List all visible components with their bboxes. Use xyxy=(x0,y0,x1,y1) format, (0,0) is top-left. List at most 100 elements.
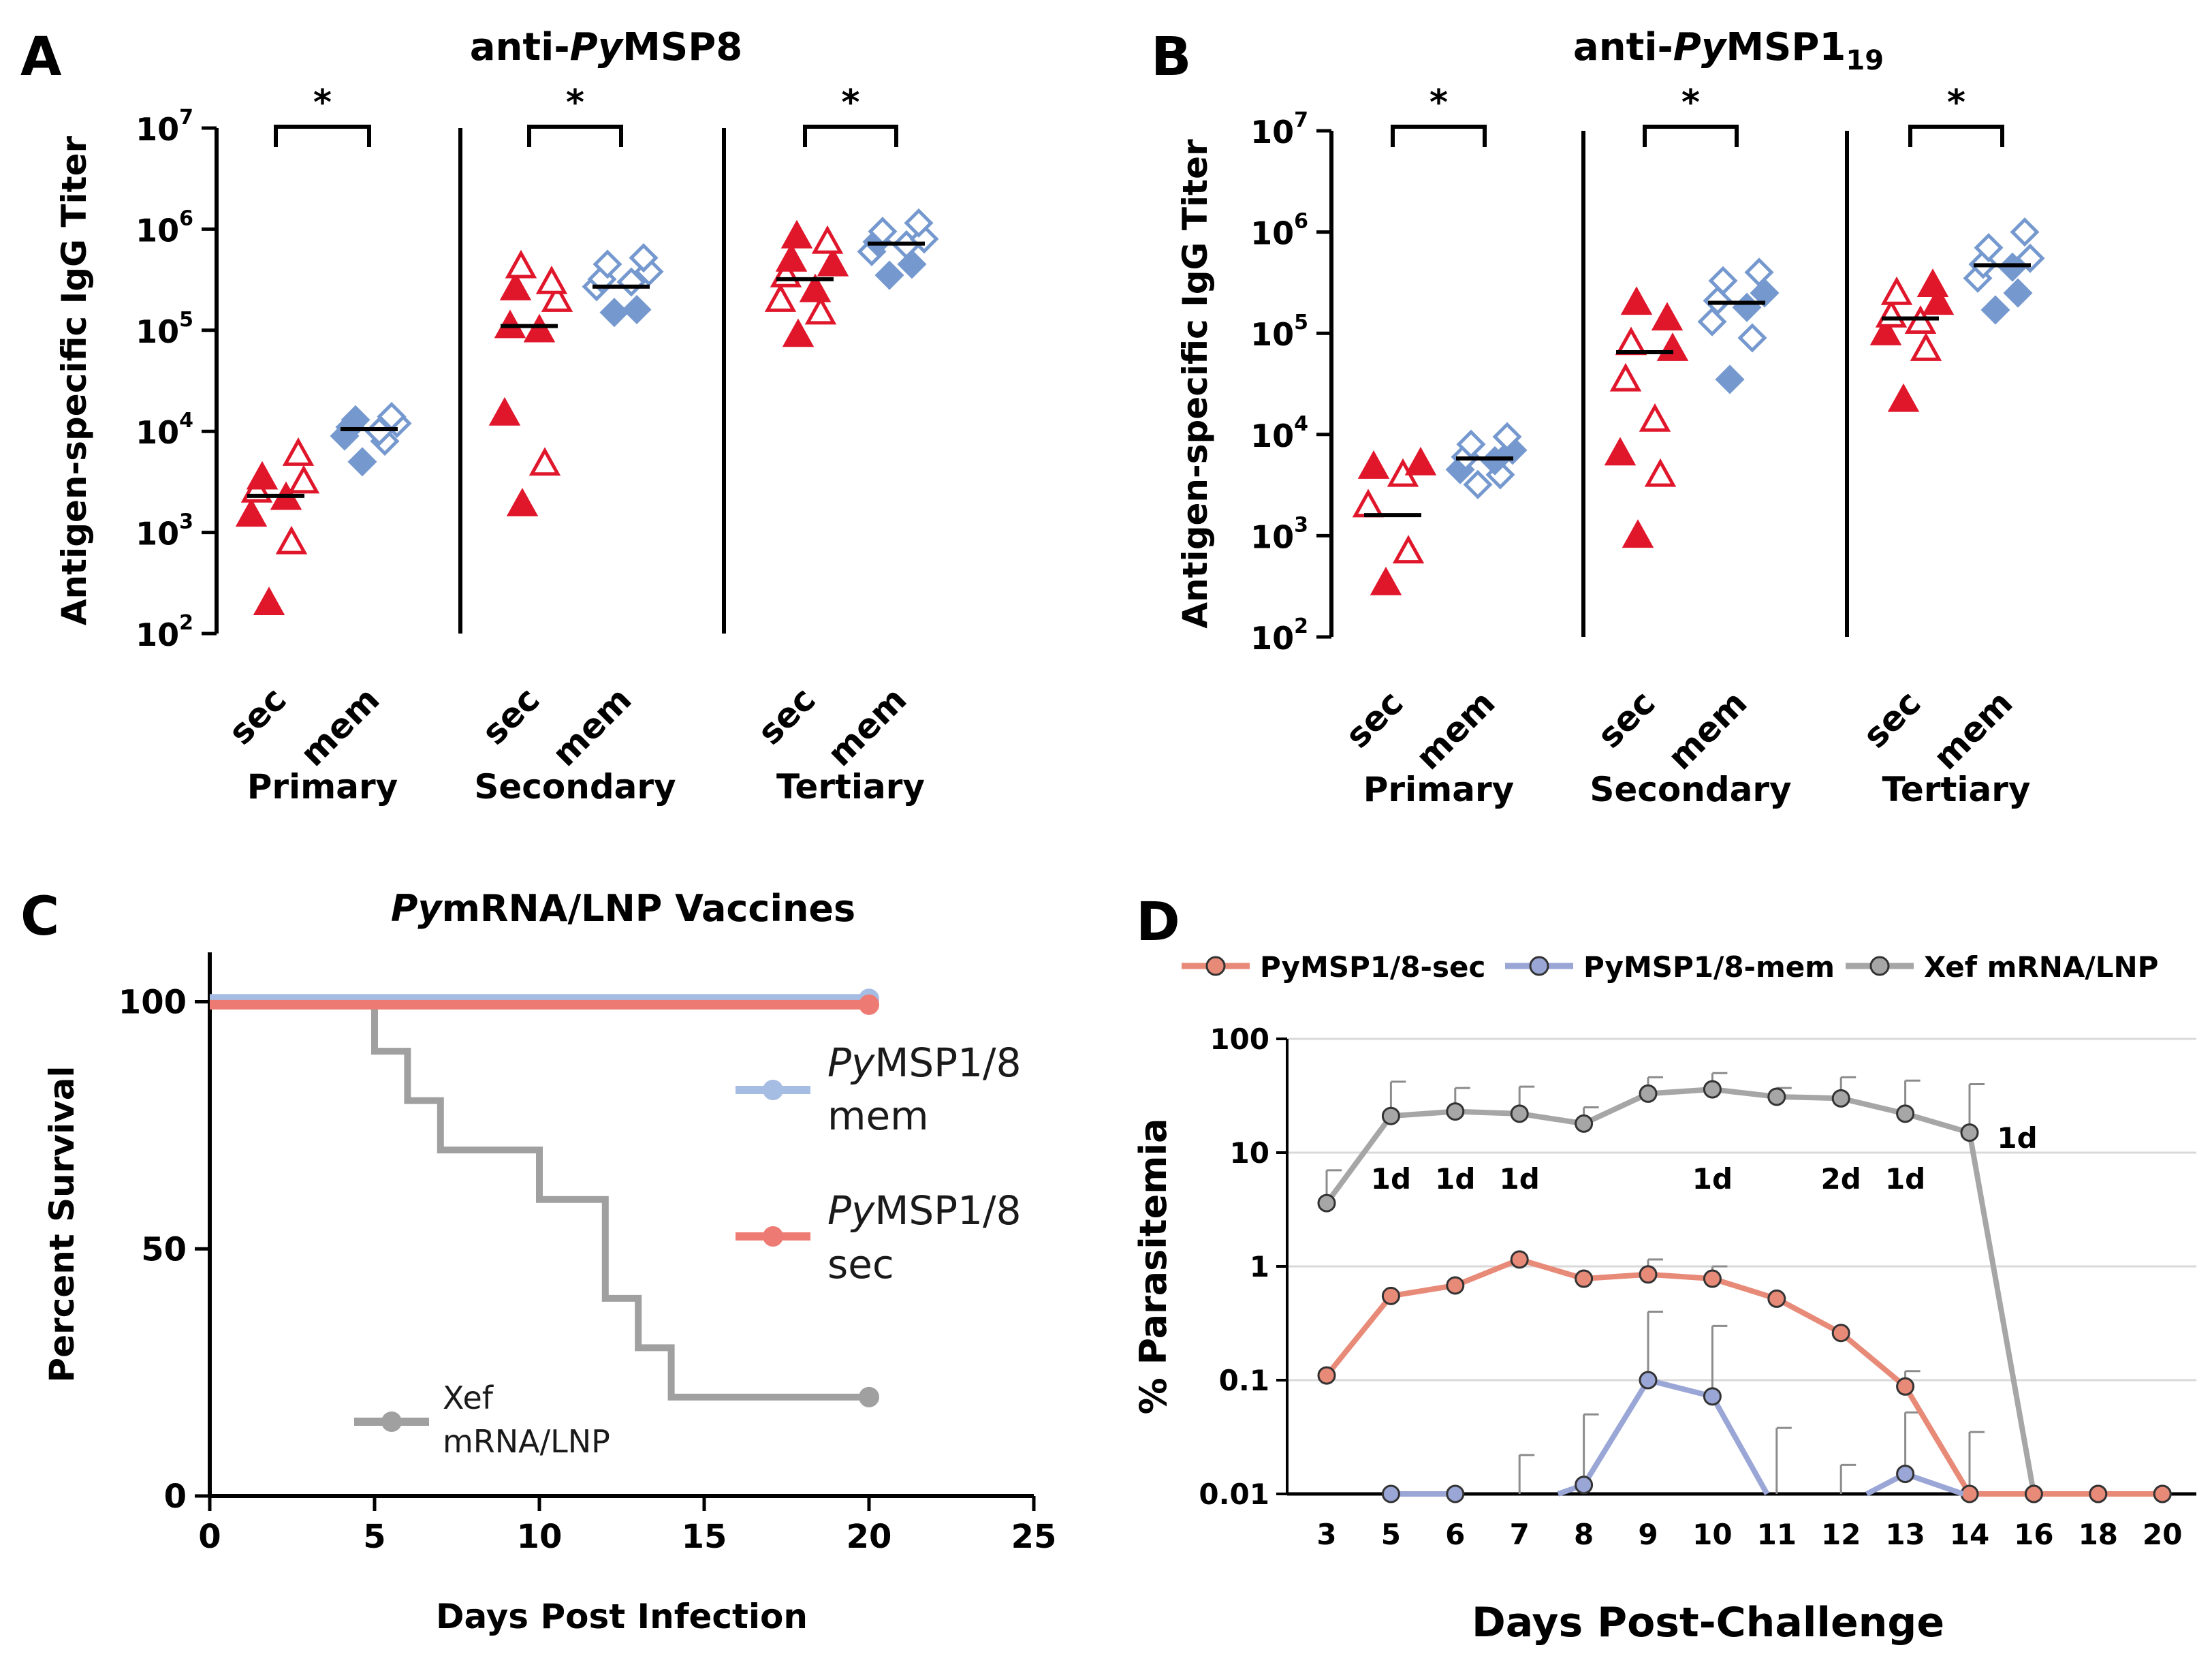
series-marker xyxy=(1831,1324,1850,1343)
x-tick-label: 6 xyxy=(1445,1518,1465,1551)
data-point-triangle xyxy=(1370,566,1402,595)
legend-label: PyMSP1/8 xyxy=(827,1040,1022,1086)
series-marker xyxy=(1446,1102,1465,1121)
tick-exponent: 7 xyxy=(179,106,193,129)
x-tick-label: 20 xyxy=(847,1518,892,1556)
y-tick-label: 0 xyxy=(164,1478,187,1516)
tick-base: 10 xyxy=(1250,518,1294,555)
tick-exponent: 4 xyxy=(1294,412,1308,436)
x-tick-label: 3 xyxy=(1316,1518,1336,1551)
series-marker xyxy=(2089,1484,2108,1503)
y-tick-label: 100 xyxy=(1210,1023,1269,1056)
series-marker xyxy=(2024,1484,2043,1503)
data-point-triangle xyxy=(1604,437,1637,466)
x-tick-label: 0 xyxy=(198,1518,221,1556)
x-tick-label: 11 xyxy=(1757,1518,1797,1551)
title-italic: Py xyxy=(570,25,625,69)
significance-bracket xyxy=(274,125,371,147)
data-point-triangle xyxy=(1620,286,1653,315)
survival-line xyxy=(210,998,869,1401)
significance-bracket xyxy=(527,125,623,147)
data-point-triangle xyxy=(764,283,797,312)
data-point-diamond xyxy=(1492,422,1522,452)
x-tick-label: 10 xyxy=(517,1518,563,1556)
y-axis-label: Antigen-specific IgG Titer xyxy=(54,136,94,626)
data-point-diamond xyxy=(904,208,934,238)
data-point-triangle xyxy=(1357,450,1390,479)
x-tick-label: 18 xyxy=(2079,1518,2118,1551)
data-point-diamond xyxy=(341,405,370,435)
data-point-triangle xyxy=(1639,403,1671,432)
data-point-triangle xyxy=(1609,362,1642,392)
data-point-triangle xyxy=(1922,286,1955,315)
data-point-triangle xyxy=(1392,535,1425,564)
series-marker xyxy=(1381,1286,1400,1305)
series-marker xyxy=(1317,1194,1336,1213)
title-prefix: anti- xyxy=(470,25,570,69)
series-marker xyxy=(1960,1484,1979,1503)
legend-rest: MSP1/8 xyxy=(874,1187,1021,1234)
series-marker xyxy=(1446,1484,1465,1503)
tick-exponent: 6 xyxy=(179,206,193,230)
data-point-triangle xyxy=(535,265,568,294)
panel-label-a: A xyxy=(20,27,61,88)
survival-endpoint xyxy=(859,994,879,1015)
series-line-segment xyxy=(1581,1378,1651,1486)
group-label: Tertiary xyxy=(776,767,925,807)
tick-base: 10 xyxy=(136,111,179,148)
data-point-diamond xyxy=(1708,266,1738,296)
x-tick-label: 8 xyxy=(1574,1518,1594,1551)
title-italic: Py xyxy=(391,887,444,930)
series-line-segment xyxy=(1647,1377,1713,1399)
y-tick-label: 104 xyxy=(136,409,193,451)
data-point-triangle xyxy=(1622,519,1654,548)
data-point-triangle xyxy=(488,396,521,426)
tick-exponent: 2 xyxy=(1294,614,1308,638)
y-tick-label: 102 xyxy=(1250,614,1308,657)
tick-exponent: 5 xyxy=(179,308,193,332)
title-rest: MSP8 xyxy=(622,25,742,69)
x-tick-label: 9 xyxy=(1638,1518,1658,1551)
data-point-diamond xyxy=(2003,278,2033,308)
legend-swatch-dot xyxy=(381,1411,402,1432)
y-tick-label: 106 xyxy=(1250,210,1308,252)
series-marker xyxy=(1510,1250,1529,1269)
series-marker xyxy=(1896,1377,1915,1396)
legend-rest: MSP1/8 xyxy=(874,1040,1021,1086)
legend-label: PyMSP1/8-mem xyxy=(1583,950,1835,984)
data-point-diamond xyxy=(592,249,622,279)
tick-base: 10 xyxy=(136,212,179,249)
y-tick-label: 0.01 xyxy=(1199,1478,1269,1511)
significance-star: * xyxy=(1947,82,1965,123)
tick-exponent: 4 xyxy=(179,409,193,433)
group-label: Secondary xyxy=(474,767,676,807)
series-line-segment xyxy=(1904,1471,1964,1497)
legend-label: Xef xyxy=(443,1379,494,1416)
data-point-triangle xyxy=(1880,276,1913,305)
tick-exponent: 3 xyxy=(1294,513,1308,537)
annotation-label: 1d xyxy=(1500,1162,1540,1196)
series-line xyxy=(1324,1256,2163,1497)
y-tick-label: 104 xyxy=(1250,412,1308,454)
data-point-triangle xyxy=(523,313,556,343)
data-point-triangle xyxy=(775,243,808,272)
tick-base: 10 xyxy=(1250,215,1294,252)
x-tick-label: 14 xyxy=(1950,1518,1989,1551)
data-point-diamond xyxy=(1463,469,1493,499)
x-tick-label: 12 xyxy=(1821,1518,1861,1551)
data-point-diamond xyxy=(874,260,904,290)
y-tick-label: 0.1 xyxy=(1219,1364,1269,1397)
y-tick-label: 102 xyxy=(136,611,193,653)
survival-endpoint xyxy=(859,1386,879,1407)
series-marker xyxy=(1960,1123,1979,1142)
data-point-triangle xyxy=(506,488,539,516)
x-tick-label: 20 xyxy=(2143,1518,2182,1551)
significance-star: * xyxy=(1681,82,1700,123)
series-marker xyxy=(1575,1269,1594,1288)
legend-italic: Py xyxy=(827,1040,875,1086)
title-rest: mRNA/LNP Vaccines xyxy=(442,887,856,930)
series-marker xyxy=(1317,1366,1336,1385)
